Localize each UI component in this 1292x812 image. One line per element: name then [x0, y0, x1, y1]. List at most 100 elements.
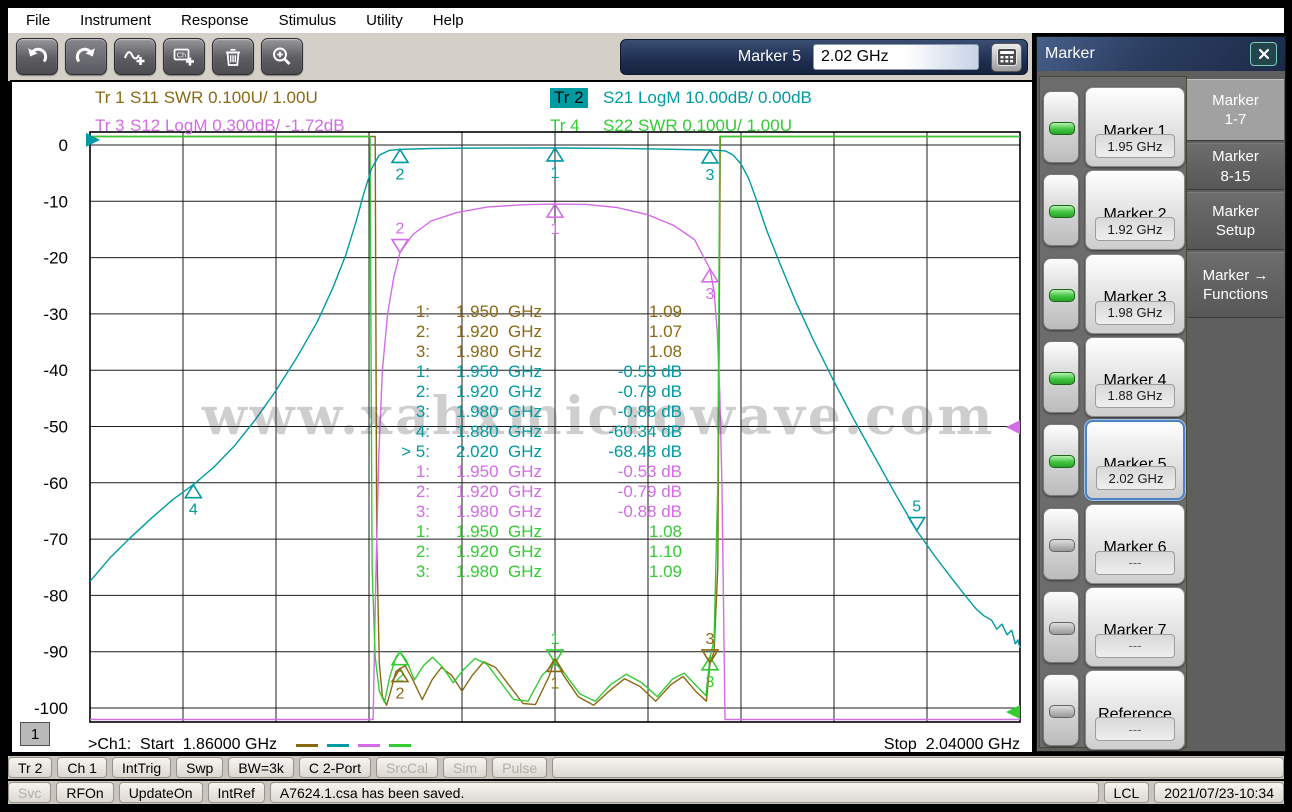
marker-frequency-input[interactable] [813, 44, 979, 70]
status-empty [552, 757, 1284, 778]
marker-button-marker-1[interactable]: Marker 1 1.95 GHz [1085, 87, 1185, 167]
trace-label-tr4[interactable]: Tr 4 [550, 116, 580, 135]
status-srccal: SrcCal [375, 757, 438, 778]
redo-icon[interactable] [65, 38, 107, 75]
led-off-indicator [1049, 705, 1075, 719]
marker-toggle-4[interactable] [1043, 340, 1079, 413]
marker-button-value: 2.02 GHz [1096, 466, 1176, 491]
marker-button-marker-3[interactable]: Marker 3 1.98 GHz [1085, 253, 1185, 334]
status-intref[interactable]: IntRef [207, 782, 265, 803]
start-frequency-label: >Ch1: Start 1.86000 GHz [88, 736, 277, 753]
status-swp[interactable]: Swp [176, 757, 224, 778]
trace-measurement-tr3: S12 LogM 0.300dB/ -1.72dB [130, 116, 345, 135]
marker-button-marker-7[interactable]: Marker 7 --- [1085, 586, 1185, 667]
menu-item-stimulus[interactable]: Stimulus [278, 12, 337, 29]
marker-readout-row: > 5: 2.020 GHz -68.48 dB [401, 442, 682, 461]
stop-frequency-label: Stop 2.04000 GHz [883, 736, 1020, 753]
status-tr-2[interactable]: Tr 2 [8, 757, 53, 778]
marker-row: Marker 3 1.98 GHz [1041, 253, 1187, 334]
svg-text:-70: -70 [43, 530, 68, 549]
add-channel-icon[interactable]: Ch [163, 38, 205, 75]
delete-icon[interactable] [212, 38, 254, 75]
status-updateon[interactable]: UpdateOn [118, 782, 203, 803]
menu-item-utility[interactable]: Utility [366, 12, 403, 29]
trace-label-tr1[interactable]: Tr 1 [95, 88, 125, 107]
marker-row: Marker 7 --- [1041, 586, 1187, 667]
trace-measurement-tr2: S21 LogM 10.00dB/ 0.00dB [603, 88, 812, 107]
svg-text:1: 1 [551, 221, 560, 238]
status-lcl[interactable]: LCL [1103, 782, 1150, 803]
trace-label-tr2[interactable]: Tr 2 [550, 88, 588, 108]
marker-readout-row: 2: 1.920 GHz 1.10 [415, 542, 682, 561]
marker-button-value: --- [1095, 550, 1175, 575]
tab-marker-setup[interactable]: Marker Setup [1187, 192, 1284, 250]
marker-readout-row: 2: 1.920 GHz -0.79 dB [415, 382, 682, 401]
tab-marker-functions[interactable]: Marker → Functions [1187, 252, 1284, 318]
marker-entry-label: Marker 5 [737, 48, 801, 65]
undo-icon[interactable] [16, 38, 58, 75]
marker-toggle-6[interactable] [1043, 507, 1079, 580]
add-trace-icon[interactable] [114, 38, 156, 75]
marker-panel: Marker Marker 1 1.95 GHz Marker 2 1.92 GHz M… [1036, 36, 1286, 752]
marker-toggle-7[interactable] [1043, 590, 1079, 663]
toolbar: Ch Marker 5 [8, 33, 1032, 81]
svg-text:-90: -90 [43, 643, 68, 662]
status-bar-top: Tr 2 Ch 1 IntTrig Swp BW=3k C 2-Port SrcCal Sim… [8, 756, 1284, 779]
status-2021-07-23-10-34[interactable]: 2021/07/23-10:34 [1154, 782, 1284, 803]
legend-dash-tr4 [389, 743, 411, 747]
legend-dash-tr3 [358, 743, 380, 747]
svg-text:-100: -100 [34, 699, 68, 718]
menu-item-help[interactable]: Help [432, 12, 464, 29]
marker-toggle-5[interactable] [1043, 424, 1079, 497]
marker-button-marker-6[interactable]: Marker 6 --- [1085, 503, 1185, 584]
plot-area[interactable]: 0 -10 -20 -30 -40 -50 -60 -70 -80 -90 -100 1 2 3 4 5 2 1 3… [12, 82, 1032, 752]
menu-item-instrument[interactable]: Instrument [80, 12, 152, 29]
marker-button-marker-4[interactable]: Marker 4 1.88 GHz [1085, 336, 1185, 417]
marker-button-reference[interactable]: Reference --- [1085, 670, 1185, 751]
led-off-indicator [1049, 538, 1075, 552]
svg-text:-60: -60 [43, 474, 68, 493]
svg-text:2: 2 [396, 221, 405, 238]
led-on-indicator [1049, 371, 1075, 385]
status-inttrig[interactable]: IntTrig [111, 757, 172, 778]
marker-readout-row: 1: 1.950 GHz -0.53 dB [415, 362, 682, 381]
menu-item-response[interactable]: Response [181, 12, 249, 29]
marker-panel-header: Marker [1037, 37, 1285, 71]
marker-button-value: 1.95 GHz [1095, 134, 1175, 158]
status-bw-3k[interactable]: BW=3k [228, 757, 294, 778]
status-ch-1[interactable]: Ch 1 [57, 757, 107, 778]
tab-marker-1-7[interactable]: Marker 1-7 [1187, 79, 1284, 141]
svg-text:1: 1 [551, 675, 560, 692]
marker-button-value: 1.88 GHz [1095, 383, 1175, 408]
menu-item-file[interactable]: File [26, 12, 51, 29]
svg-text:5: 5 [912, 499, 921, 516]
sweep-range-bar: >Ch1: Start 1.86000 GHz Stop 2.04000 GHz [88, 734, 1020, 756]
led-on-indicator [1049, 122, 1075, 135]
svg-text:4: 4 [189, 502, 198, 519]
svg-text:1: 1 [551, 165, 560, 182]
marker-toggle-2[interactable] [1043, 174, 1079, 247]
trace-measurement-tr4: S22 SWR 0.100U/ 1.00U [603, 116, 792, 135]
svg-text:-50: -50 [43, 418, 68, 437]
marker-button-value: 1.92 GHz [1095, 217, 1175, 242]
marker-button-marker-5[interactable]: Marker 5 2.02 GHz [1085, 420, 1185, 501]
marker-toggle-1[interactable] [1043, 91, 1079, 163]
trace-label-tr3[interactable]: Tr 3 [95, 116, 125, 135]
status-c-2-port[interactable]: C 2-Port [298, 757, 371, 778]
keypad-icon[interactable] [991, 42, 1022, 72]
marker-button-value: --- [1095, 717, 1175, 742]
marker-row: Marker 5 2.02 GHz [1041, 420, 1187, 501]
close-icon[interactable] [1250, 42, 1277, 66]
marker-readout-row: 1: 1.950 GHz -0.53 dB [415, 462, 682, 481]
panel-title: Marker [1045, 45, 1095, 62]
marker-toggle-3[interactable] [1043, 257, 1079, 330]
marker-button-marker-2[interactable]: Marker 2 1.92 GHz [1085, 170, 1185, 251]
svg-text:1: 1 [551, 631, 560, 648]
marker-toggle-8[interactable] [1043, 674, 1079, 747]
status-rfon[interactable]: RFOn [56, 782, 114, 803]
svg-text:3: 3 [706, 674, 715, 691]
zoom-icon[interactable] [261, 38, 303, 75]
tab-marker-8-15[interactable]: Marker 8-15 [1187, 143, 1284, 190]
marker-button-value: --- [1095, 633, 1175, 658]
trace-measurement-tr1: S11 SWR 0.100U/ 1.00U [130, 88, 318, 107]
